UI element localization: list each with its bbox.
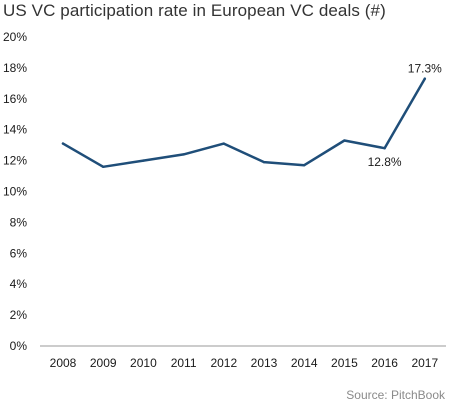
x-tick-label: 2009	[90, 356, 117, 370]
y-tick-label: 18%	[3, 61, 27, 75]
data-point	[61, 142, 65, 145]
y-tick-label: 6%	[10, 246, 28, 260]
y-tick-label: 8%	[10, 215, 28, 229]
y-tick-label: 2%	[10, 308, 28, 322]
y-tick-label: 4%	[10, 277, 28, 291]
y-tick-label: 20%	[3, 30, 27, 44]
source-note: Source: PitchBook	[346, 388, 445, 402]
y-tick-label: 12%	[3, 154, 27, 168]
x-tick-label: 2011	[171, 356, 197, 370]
data-point	[262, 160, 266, 164]
x-tick-label: 2017	[411, 356, 438, 370]
x-tick-label: 2013	[251, 356, 278, 370]
y-tick-label: 16%	[3, 92, 27, 106]
data-label: 12.8%	[368, 155, 402, 169]
data-point	[182, 153, 185, 156]
data-point	[423, 77, 426, 80]
y-tick-label: 10%	[3, 185, 27, 199]
x-tick-label: 2016	[371, 356, 398, 370]
x-tick-label: 2012	[210, 356, 237, 370]
x-tick-label: 2008	[50, 356, 77, 370]
data-label: 17.3%	[408, 62, 442, 76]
y-tick-label: 0%	[10, 339, 28, 353]
series-line	[61, 77, 427, 169]
data-point	[303, 164, 306, 167]
data-point	[383, 147, 386, 150]
x-tick-label: 2014	[291, 356, 318, 370]
y-tick-label: 14%	[3, 123, 27, 137]
data-point	[142, 159, 145, 162]
data-point	[343, 139, 346, 142]
x-tick-label: 2010	[130, 356, 157, 370]
data-point	[102, 165, 105, 168]
data-point	[222, 142, 225, 145]
x-tick-label: 2015	[331, 356, 358, 370]
chart-title: US VC participation rate in European VC …	[3, 1, 386, 20]
